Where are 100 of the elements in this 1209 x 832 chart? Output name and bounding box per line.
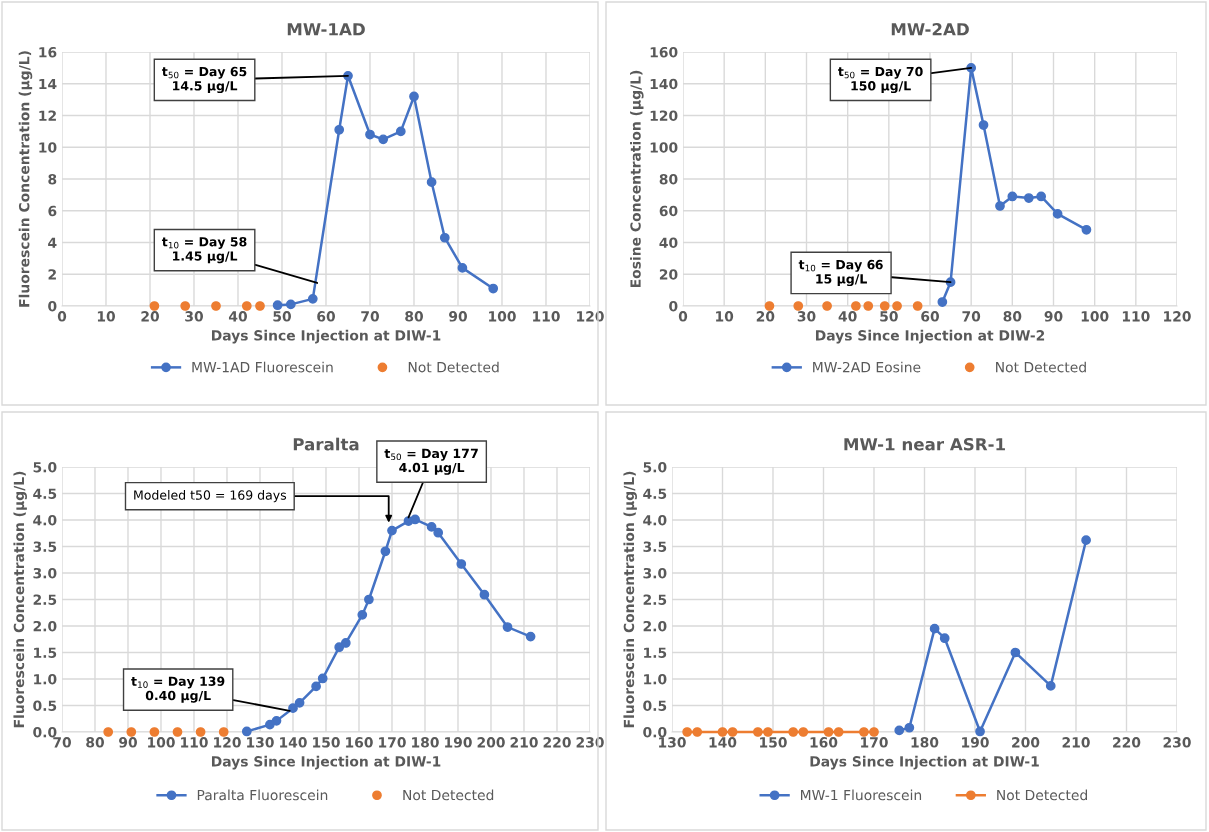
point [904,722,915,733]
x-tick-label: 190 [962,737,989,748]
point [288,703,298,714]
point [149,301,160,311]
x-tick-label: 70 [361,311,379,322]
x-tick-label: 70 [53,737,71,748]
point [340,638,351,648]
point [218,727,229,737]
annotation: t$_{50}$ = Day 177 4.01 µg/L [384,448,478,475]
x-tick-label: 80 [86,737,104,748]
point [457,263,468,273]
legend-label: MW-2AD Eosine [813,361,921,373]
x-tick-label: 120 [577,311,604,322]
point [317,673,328,684]
point [426,522,437,532]
x-tick-label: 110 [1122,311,1150,322]
legend-label: MW-1 Fluorescein [800,789,922,801]
point [851,301,861,311]
point [939,633,950,644]
y-tick-label: 1.5 [34,647,57,658]
x-tick-label: 220 [1113,737,1141,748]
annotation: t$_{10}$ = Day 66 15 µg/L [798,259,883,287]
y-tick-label: 3.0 [33,567,57,579]
legend-label: MW-1AD Fluorescein [192,361,333,373]
y-tick-label: 3.5 [33,541,57,552]
y-tick-label: 0.0 [643,726,667,738]
y-tick-label: 8 [48,173,57,185]
y-tick-label: 80 [659,173,678,185]
point [265,719,275,730]
x-tick-label: 20 [141,311,159,322]
y-axis-title: Fluorescein Concentration (µg/L) [18,51,33,307]
y-tick-label: 4.5 [33,488,57,499]
point [929,623,940,634]
y-tick-label: 2.5 [33,594,57,605]
point [380,546,391,557]
y-tick-label: 0.5 [643,700,667,711]
point [357,610,368,620]
y-tick-label: 100 [650,142,678,153]
point [1045,681,1056,691]
point [863,301,874,311]
x-tick-label: 60 [317,311,335,322]
y-tick-label: 16 [39,46,57,58]
point [682,727,693,737]
point [833,727,844,737]
legend-label: Not Detected [403,789,494,801]
chart-title: Paralta [293,437,359,451]
point [894,725,905,736]
x-tick-label: 110 [181,737,208,748]
point [764,301,775,311]
point [241,301,252,311]
point [525,631,536,642]
y-tick-label: 20 [659,269,678,280]
point [271,716,282,726]
x-tick-label: 210 [510,737,538,748]
x-tick-label: 230 [576,737,604,748]
y-tick-label: 5.0 [33,461,57,473]
point [892,301,902,311]
point [502,622,513,632]
x-tick-label: 70 [962,311,981,322]
point [1023,193,1034,203]
y-tick-label: 4.0 [33,514,57,526]
x-tick-label: 10 [716,311,734,322]
x-tick-label: 30 [185,311,203,322]
x-tick-label: 80 [1003,311,1022,322]
x-tick-label: 90 [1044,311,1063,322]
point [912,301,923,311]
x-tick-label: 40 [228,311,247,322]
legend-label: Not Detected [997,789,1087,801]
x-tick-label: 0 [57,311,67,322]
legend-label: Not Detected [996,361,1086,373]
x-tick-label: 150 [313,737,340,748]
y-tick-label: 140 [650,78,678,90]
y-tick-label: 0 [669,300,678,312]
point [410,514,420,525]
point [439,232,450,243]
point [426,177,437,188]
point [365,129,375,140]
chart-title: MW-1 near ASR-1 [844,437,1005,451]
x-tick-label: 130 [659,737,686,748]
point [752,727,763,737]
point [479,589,490,600]
x-axis-title: Days Since Injection at DIW-1 [211,329,441,344]
point [1081,535,1091,546]
y-tick-label: 0 [48,300,57,312]
point [763,727,773,737]
y-tick-label: 160 [650,46,678,58]
x-tick-label: 90 [119,737,137,748]
y-tick-label: 120 [650,110,678,121]
point [823,727,834,737]
x-tick-label: 230 [1163,737,1191,748]
legend-label: Not Detected [408,361,499,373]
y-tick-label: 3.5 [643,541,667,552]
y-tick-label: 14 [39,78,57,90]
annotation: t$_{50}$ = Day 65 14.5 µg/L [161,66,247,94]
x-tick-label: 160 [346,737,373,748]
y-tick-label: 2.0 [643,620,667,632]
x-tick-label: 80 [405,311,423,322]
x-tick-label: 90 [449,311,467,322]
point [788,727,799,737]
x-tick-label: 180 [412,737,439,748]
